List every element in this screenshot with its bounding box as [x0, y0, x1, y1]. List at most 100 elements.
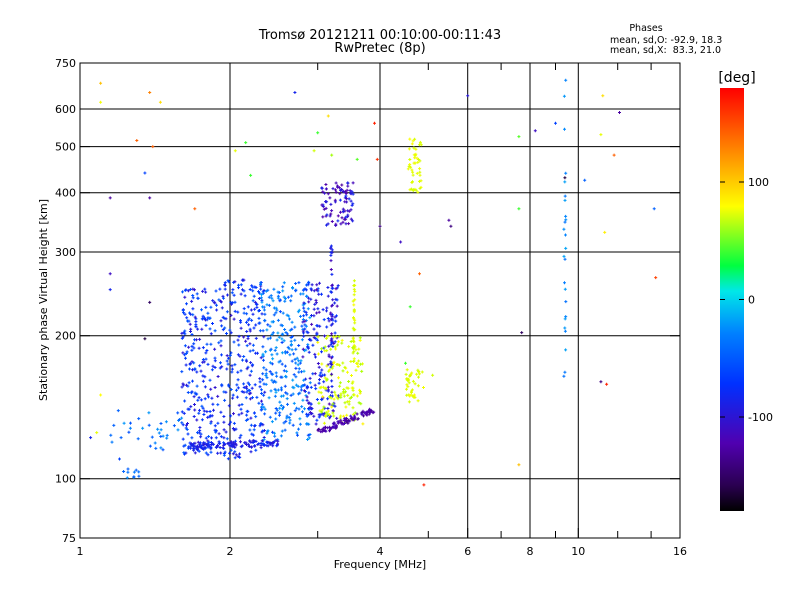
echo-point: [210, 368, 214, 372]
echo-point: [288, 421, 292, 425]
echo-point: [357, 359, 361, 363]
echo-point: [188, 362, 192, 365]
echo-point: [189, 391, 193, 395]
echo-point: [260, 312, 264, 316]
echo-point: [192, 395, 196, 399]
echo-point: [282, 339, 286, 343]
echo-point: [219, 361, 222, 365]
echo-point: [278, 413, 281, 417]
echo-point: [346, 393, 350, 397]
echo-point: [413, 156, 417, 160]
echo-point: [407, 400, 411, 404]
echo-point: [197, 346, 201, 350]
echo-point: [246, 381, 250, 385]
echo-point: [320, 292, 323, 296]
echo-point: [330, 356, 334, 360]
echo-point: [315, 288, 319, 292]
echo-point: [300, 405, 304, 409]
echo-point: [347, 209, 351, 213]
echo-point: [330, 394, 334, 398]
echo-point: [365, 410, 369, 414]
echo-point: [337, 376, 340, 380]
colorbar-ticks: 100 0 -100: [720, 176, 773, 424]
echo-point: [193, 288, 196, 292]
echo-point: [301, 347, 305, 351]
echo-point: [240, 390, 244, 394]
echo-point: [345, 400, 349, 404]
echo-point: [230, 370, 234, 374]
echo-point: [268, 370, 272, 374]
echo-point: [254, 439, 258, 443]
echo-point: [411, 188, 415, 192]
echo-point: [308, 381, 312, 385]
echo-point: [188, 367, 191, 371]
echo-point: [351, 336, 355, 340]
echo-point: [517, 463, 521, 467]
echo-point: [275, 308, 279, 312]
echo-point: [276, 388, 280, 392]
echo-point: [209, 305, 213, 309]
echo-point: [320, 186, 324, 190]
echo-point: [247, 323, 251, 327]
echo-point: [417, 158, 421, 161]
echo-point: [292, 401, 296, 405]
echo-point: [180, 416, 184, 420]
echo-point: [232, 412, 235, 416]
echo-point: [205, 342, 209, 346]
echo-point: [411, 170, 415, 174]
echo-point: [206, 311, 210, 315]
echo-point: [183, 399, 187, 403]
echo-point: [245, 390, 249, 394]
echo-point: [329, 318, 333, 322]
echo-point: [223, 398, 227, 402]
echo-point: [325, 187, 328, 191]
echo-point: [198, 364, 202, 368]
echo-point: [326, 409, 330, 413]
echo-point: [336, 214, 340, 218]
echo-point: [352, 316, 355, 320]
plot-frame: [79, 62, 681, 539]
echo-point: [298, 422, 302, 426]
echo-point: [564, 78, 568, 82]
echo-point: [357, 401, 361, 405]
echo-point: [265, 376, 269, 380]
echo-point: [259, 296, 263, 300]
echo-point: [232, 428, 236, 432]
echo-point: [189, 405, 193, 409]
echo-point: [348, 189, 352, 193]
echo-point: [328, 368, 332, 372]
echo-point: [297, 308, 301, 312]
echo-point: [265, 328, 269, 332]
echo-point: [209, 421, 213, 425]
echo-point: [229, 351, 233, 355]
echo-point: [219, 344, 223, 348]
echo-point: [242, 278, 246, 282]
echo-point: [420, 370, 424, 374]
echo-point: [239, 407, 243, 411]
echo-point: [335, 424, 338, 428]
echo-point: [248, 373, 252, 377]
echo-point: [232, 421, 236, 425]
echo-point: [411, 379, 415, 383]
echo-point: [283, 364, 287, 368]
echo-point: [245, 344, 249, 348]
echo-point: [251, 299, 255, 303]
echo-point: [270, 362, 274, 366]
echo-point: [224, 430, 228, 434]
x-tick-label: 2: [227, 545, 234, 558]
echo-point: [333, 345, 337, 349]
echo-point: [341, 422, 345, 426]
echo-point: [244, 385, 248, 389]
echo-point: [338, 381, 342, 385]
echo-point: [326, 114, 330, 118]
echo-point: [233, 363, 237, 367]
echo-point: [213, 428, 217, 432]
echo-point: [334, 393, 338, 397]
echo-point: [213, 386, 217, 389]
echo-point: [294, 288, 298, 292]
echo-point: [315, 311, 319, 315]
echo-point: [312, 289, 316, 293]
echo-point: [325, 364, 329, 368]
echo-point: [284, 419, 288, 423]
echo-point: [239, 440, 242, 444]
